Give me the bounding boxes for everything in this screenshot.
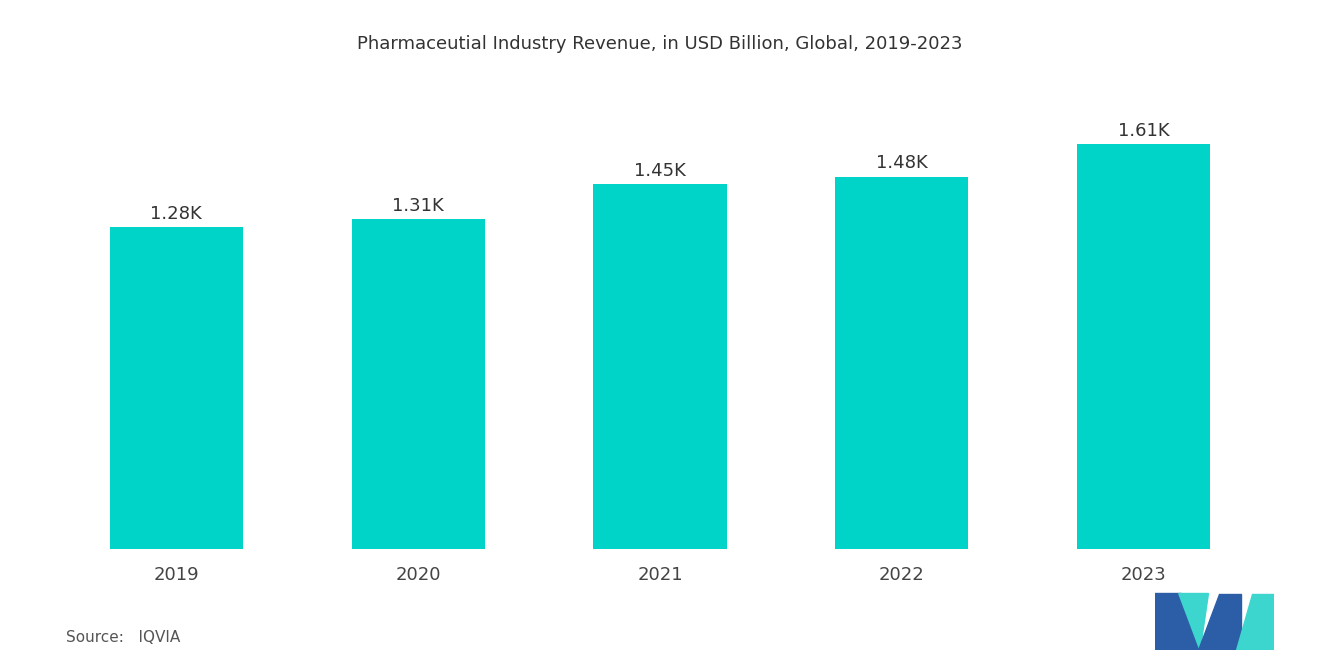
Title: Pharmaceutial Industry Revenue, in USD Billion, Global, 2019-2023: Pharmaceutial Industry Revenue, in USD B… xyxy=(358,35,962,53)
Text: Source:   IQVIA: Source: IQVIA xyxy=(66,630,181,645)
Text: 1.61K: 1.61K xyxy=(1118,122,1170,140)
Bar xyxy=(1077,144,1210,549)
Polygon shape xyxy=(1179,593,1209,650)
Text: 1.31K: 1.31K xyxy=(392,197,444,215)
Bar xyxy=(110,227,243,549)
Polygon shape xyxy=(1236,593,1274,650)
Polygon shape xyxy=(1197,593,1241,650)
Polygon shape xyxy=(1155,593,1200,650)
Bar xyxy=(836,177,969,549)
Text: 1.28K: 1.28K xyxy=(150,205,202,223)
Bar xyxy=(594,184,726,549)
Text: 1.48K: 1.48K xyxy=(876,154,928,172)
Bar xyxy=(351,219,484,549)
Text: 1.45K: 1.45K xyxy=(634,162,686,180)
